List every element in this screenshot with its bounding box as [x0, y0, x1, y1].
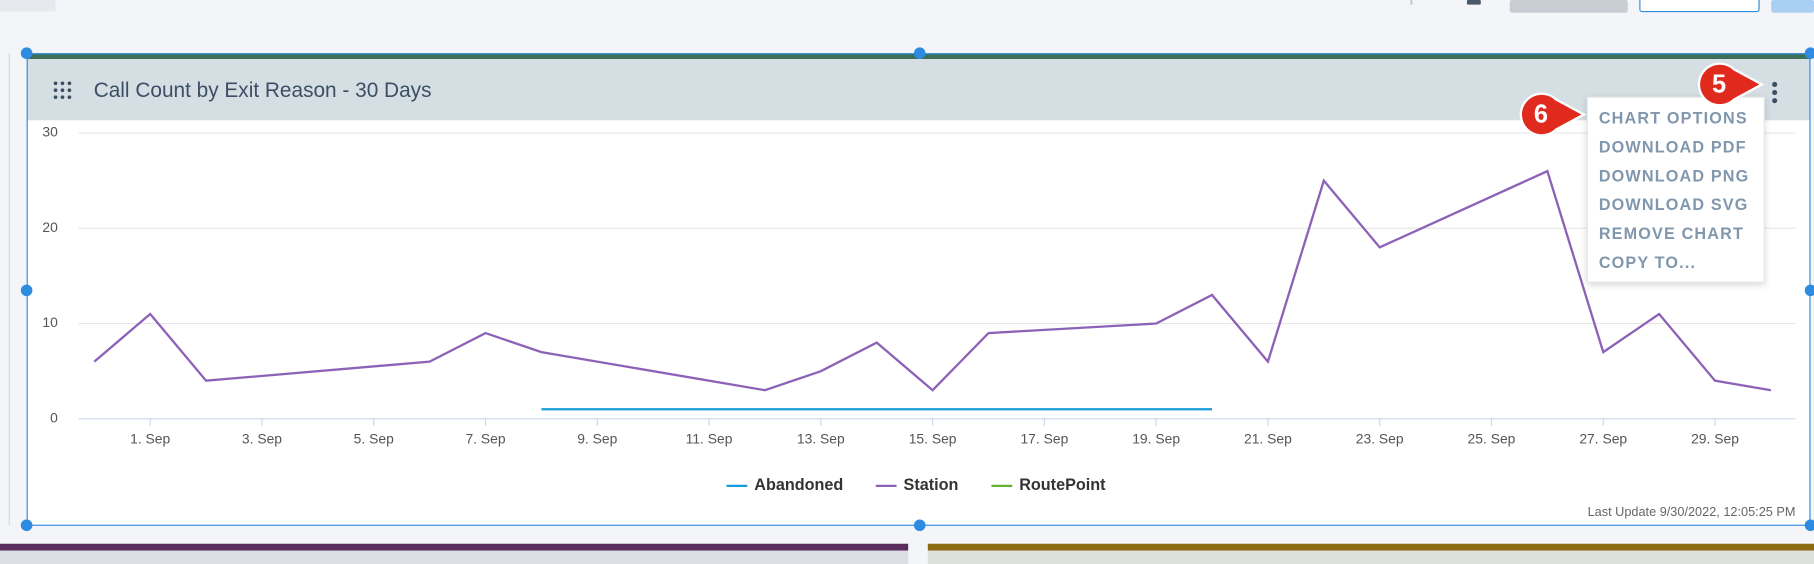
y-tick-label: 20 — [42, 219, 58, 235]
x-tick-label: 3. Sep — [242, 430, 282, 446]
menu-item[interactable]: DOWNLOAD PDF — [1599, 138, 1747, 156]
divider — [1410, 0, 1413, 5]
series-line — [93, 169, 1772, 392]
widget-title: Call Count by Exit Reason - 30 Days — [94, 79, 432, 102]
x-tick-label: 23. Sep — [1356, 430, 1404, 446]
x-tick-label: 7. Sep — [465, 430, 505, 446]
plot: 0 10 20 30 1. Sep 3. Sep 5. Sep 7. Sep 9. Sep 11.… — [42, 124, 1796, 494]
last-update: Last Update 9/30/2022, 12:05:25 PM — [1588, 504, 1796, 519]
callout-number: 5 — [1712, 70, 1726, 98]
button[interactable] — [1771, 0, 1814, 13]
x-tick-label: 19. Sep — [1132, 430, 1180, 446]
legend-label: Abandoned — [754, 476, 843, 494]
menu-item[interactable]: CHART OPTIONS — [1599, 109, 1748, 127]
resize-handles[interactable] — [20, 47, 1814, 532]
x-tick-label: 5. Sep — [354, 430, 394, 446]
y-tick-label: 30 — [42, 124, 58, 140]
y-tick-label: 10 — [42, 314, 58, 330]
y-tick-label: 0 — [50, 409, 58, 425]
menu-item[interactable]: COPY TO... — [1599, 254, 1696, 272]
icon[interactable] — [1466, 0, 1481, 5]
widget — [26, 53, 1811, 526]
x-tick-label: 13. Sep — [797, 430, 845, 446]
legend-label: RoutePoint — [1019, 476, 1106, 494]
x-tick-label: 27. Sep — [1579, 430, 1627, 446]
widget-header — [26, 59, 1811, 121]
top-tab — [0, 0, 56, 12]
x-tick-label: 11. Sep — [686, 430, 733, 446]
drag-handle[interactable] — [53, 81, 72, 100]
widget — [0, 550, 909, 564]
x-tick-label: 15. Sep — [909, 430, 957, 446]
callout-number: 6 — [1534, 100, 1548, 128]
widget — [927, 550, 1814, 564]
x-tick-label: 1. Sep — [130, 430, 170, 446]
menu-item[interactable]: DOWNLOAD PNG — [1599, 167, 1750, 185]
legend-label: Station — [904, 476, 959, 494]
menu-item[interactable]: DOWNLOAD SVG — [1599, 196, 1749, 214]
x-tick-label: 9. Sep — [577, 430, 617, 446]
button[interactable] — [1639, 0, 1760, 13]
x-tick-label: 17. Sep — [1020, 430, 1068, 446]
button[interactable] — [1509, 0, 1628, 13]
callout-badge — [1697, 62, 1765, 107]
widget-accent — [927, 543, 1814, 551]
callout-badge — [1519, 92, 1587, 137]
x-tick-label: 25. Sep — [1468, 430, 1516, 446]
kebab-menu[interactable] — [1772, 81, 1778, 104]
widget-accent — [0, 543, 909, 551]
x-tick-label: 21. Sep — [1244, 430, 1292, 446]
context-menu — [1586, 96, 1765, 283]
menu-item[interactable]: REMOVE CHART — [1599, 225, 1744, 243]
x-tick-label: 29. Sep — [1691, 430, 1739, 446]
